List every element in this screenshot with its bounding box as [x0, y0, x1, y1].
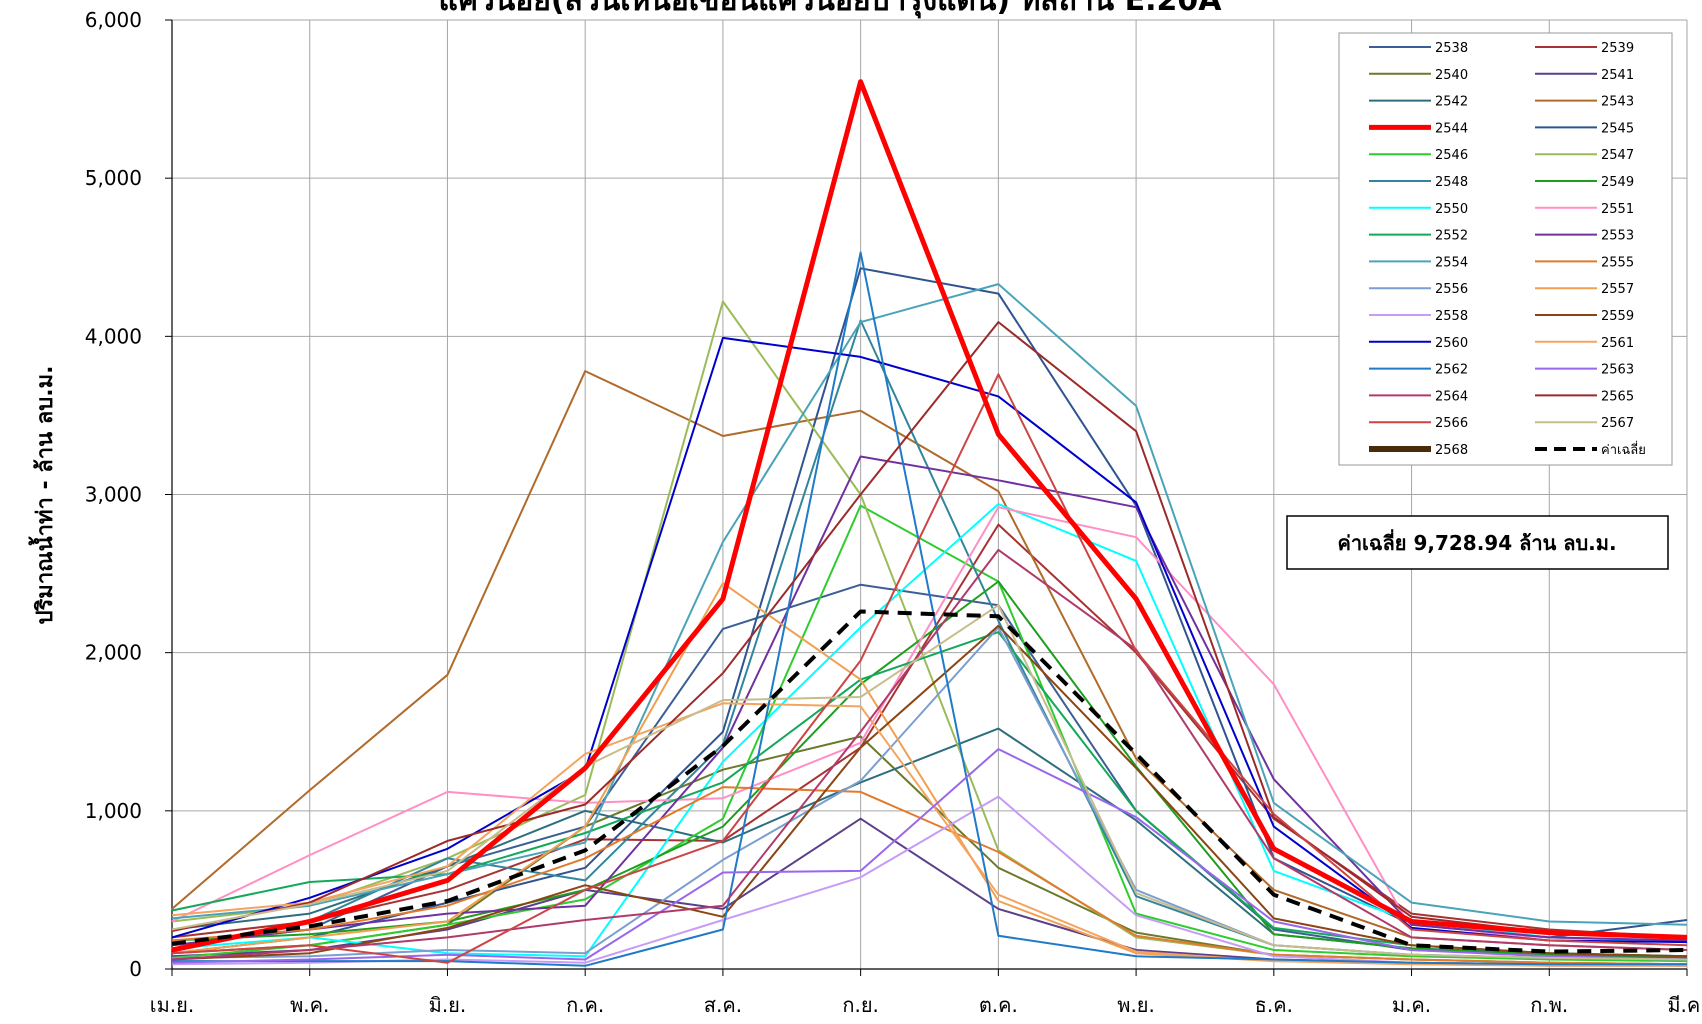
- series-line-26: [171, 748, 1688, 964]
- legend-label: 2561: [1601, 336, 1634, 351]
- legend-label: 2550: [1435, 202, 1468, 217]
- y-tick-label: 4,000: [85, 324, 142, 348]
- legend-label: 2565: [1601, 389, 1634, 404]
- legend-label: 2542: [1435, 95, 1468, 110]
- series-line-30: [171, 604, 1688, 961]
- average-annotation: ค่าเฉลี่ย 9,728.94 ล้าน ลบ.ม.: [1286, 515, 1669, 570]
- series-line-2: [171, 523, 1688, 939]
- series-line-16: [171, 455, 1688, 947]
- legend-label: 2546: [1435, 148, 1468, 163]
- series-line-25: [172, 251, 1687, 967]
- legend-label: 2545: [1601, 121, 1634, 136]
- series-lines: [171, 79, 1688, 967]
- series-line-9: [171, 504, 1688, 963]
- y-tick-label: 0: [129, 957, 142, 981]
- legend-label: 2543: [1601, 95, 1634, 110]
- series-line-23: [171, 336, 1688, 944]
- annotation-text: ค่าเฉลี่ย 9,728.94 ล้าน ลบ.ม.: [1337, 528, 1616, 555]
- series-line-27: [171, 548, 1688, 961]
- legend-label: 2551: [1601, 202, 1634, 217]
- legend-label: 2544: [1435, 121, 1468, 136]
- legend-label: 2541: [1601, 68, 1634, 83]
- legend-label: 2558: [1435, 309, 1468, 324]
- legend-label: 2547: [1601, 148, 1634, 163]
- x-tick-label: มี.ค.: [1667, 993, 1702, 1017]
- y-tick-label: 5,000: [85, 166, 142, 190]
- legend-label: 2548: [1435, 175, 1468, 190]
- legend-label: 2553: [1601, 229, 1634, 244]
- y-tick-label: 2,000: [85, 641, 142, 665]
- x-tick-label: เม.ย.: [150, 993, 194, 1017]
- legend-label: 2562: [1435, 363, 1468, 378]
- x-tick-label: พ.ค.: [290, 993, 329, 1017]
- x-tick-label: ต.ค.: [979, 993, 1018, 1017]
- legend-label: 2559: [1601, 309, 1634, 324]
- legend-label: 2540: [1435, 68, 1468, 83]
- legend-label: 2556: [1435, 282, 1468, 297]
- series-line-24: [171, 702, 1687, 967]
- legend-label: 2555: [1601, 255, 1634, 270]
- legend-label: 2549: [1601, 175, 1634, 190]
- legend-label: 2554: [1435, 255, 1468, 270]
- axes: 0 1,000 2,000 3,000 4,000 5,000 6,000 เม.ย. พ.ค.…: [85, 8, 1702, 1017]
- legend-label: 2552: [1435, 229, 1468, 244]
- x-tick-label: ม.ค.: [1392, 993, 1431, 1017]
- series-line-18: [171, 786, 1688, 966]
- legend: 2538 2539 2540 2541 2542 2543 2544 2545 2546 2547…: [1338, 32, 1673, 466]
- legend-label: 2564: [1435, 389, 1468, 404]
- series-line-22: [171, 624, 1688, 961]
- x-tick-label: มิ.ย.: [429, 993, 467, 1017]
- x-tick-label: ก.ค.: [566, 993, 604, 1017]
- legend-label: 2563: [1601, 363, 1634, 378]
- x-tick-label: ส.ค.: [704, 993, 742, 1017]
- legend-label: 2539: [1601, 41, 1634, 56]
- legend-label: 2568: [1435, 443, 1468, 458]
- chart-title: แควน้อย(ส่วนเหนือเขื่อนแควน้อยบำรุงแดน) …: [439, 0, 1223, 19]
- y-tick-label: 1,000: [85, 799, 142, 823]
- y-tick-label: 3,000: [85, 483, 142, 507]
- y-tick-label: 6,000: [85, 8, 142, 32]
- legend-label: ค่าเฉลี่ย: [1601, 441, 1646, 458]
- legend-label: 2566: [1435, 416, 1468, 431]
- legend-label: 2557: [1601, 282, 1634, 297]
- series-line-32: [171, 609, 1688, 954]
- series-line-28: [171, 321, 1688, 939]
- annotation-box: [1286, 515, 1669, 570]
- legend-label: 2560: [1435, 336, 1468, 351]
- x-tick-label: ธ.ค.: [1255, 993, 1293, 1017]
- series-line-29: [171, 373, 1688, 964]
- y-axis-label: ปริมาณน้ำท่า - ล้าน ลบ.ม.: [28, 366, 58, 625]
- x-tick-label: ก.พ.: [1530, 993, 1568, 1017]
- legend-label: 2538: [1435, 41, 1468, 56]
- series-line-17: [171, 283, 1688, 926]
- series-line-7: [171, 79, 1688, 953]
- x-tick-label: พ.ย.: [1117, 993, 1155, 1017]
- legend-label: 2567: [1601, 416, 1634, 431]
- legend-box: [1338, 32, 1673, 466]
- x-tick-label: ก.ย.: [842, 993, 879, 1017]
